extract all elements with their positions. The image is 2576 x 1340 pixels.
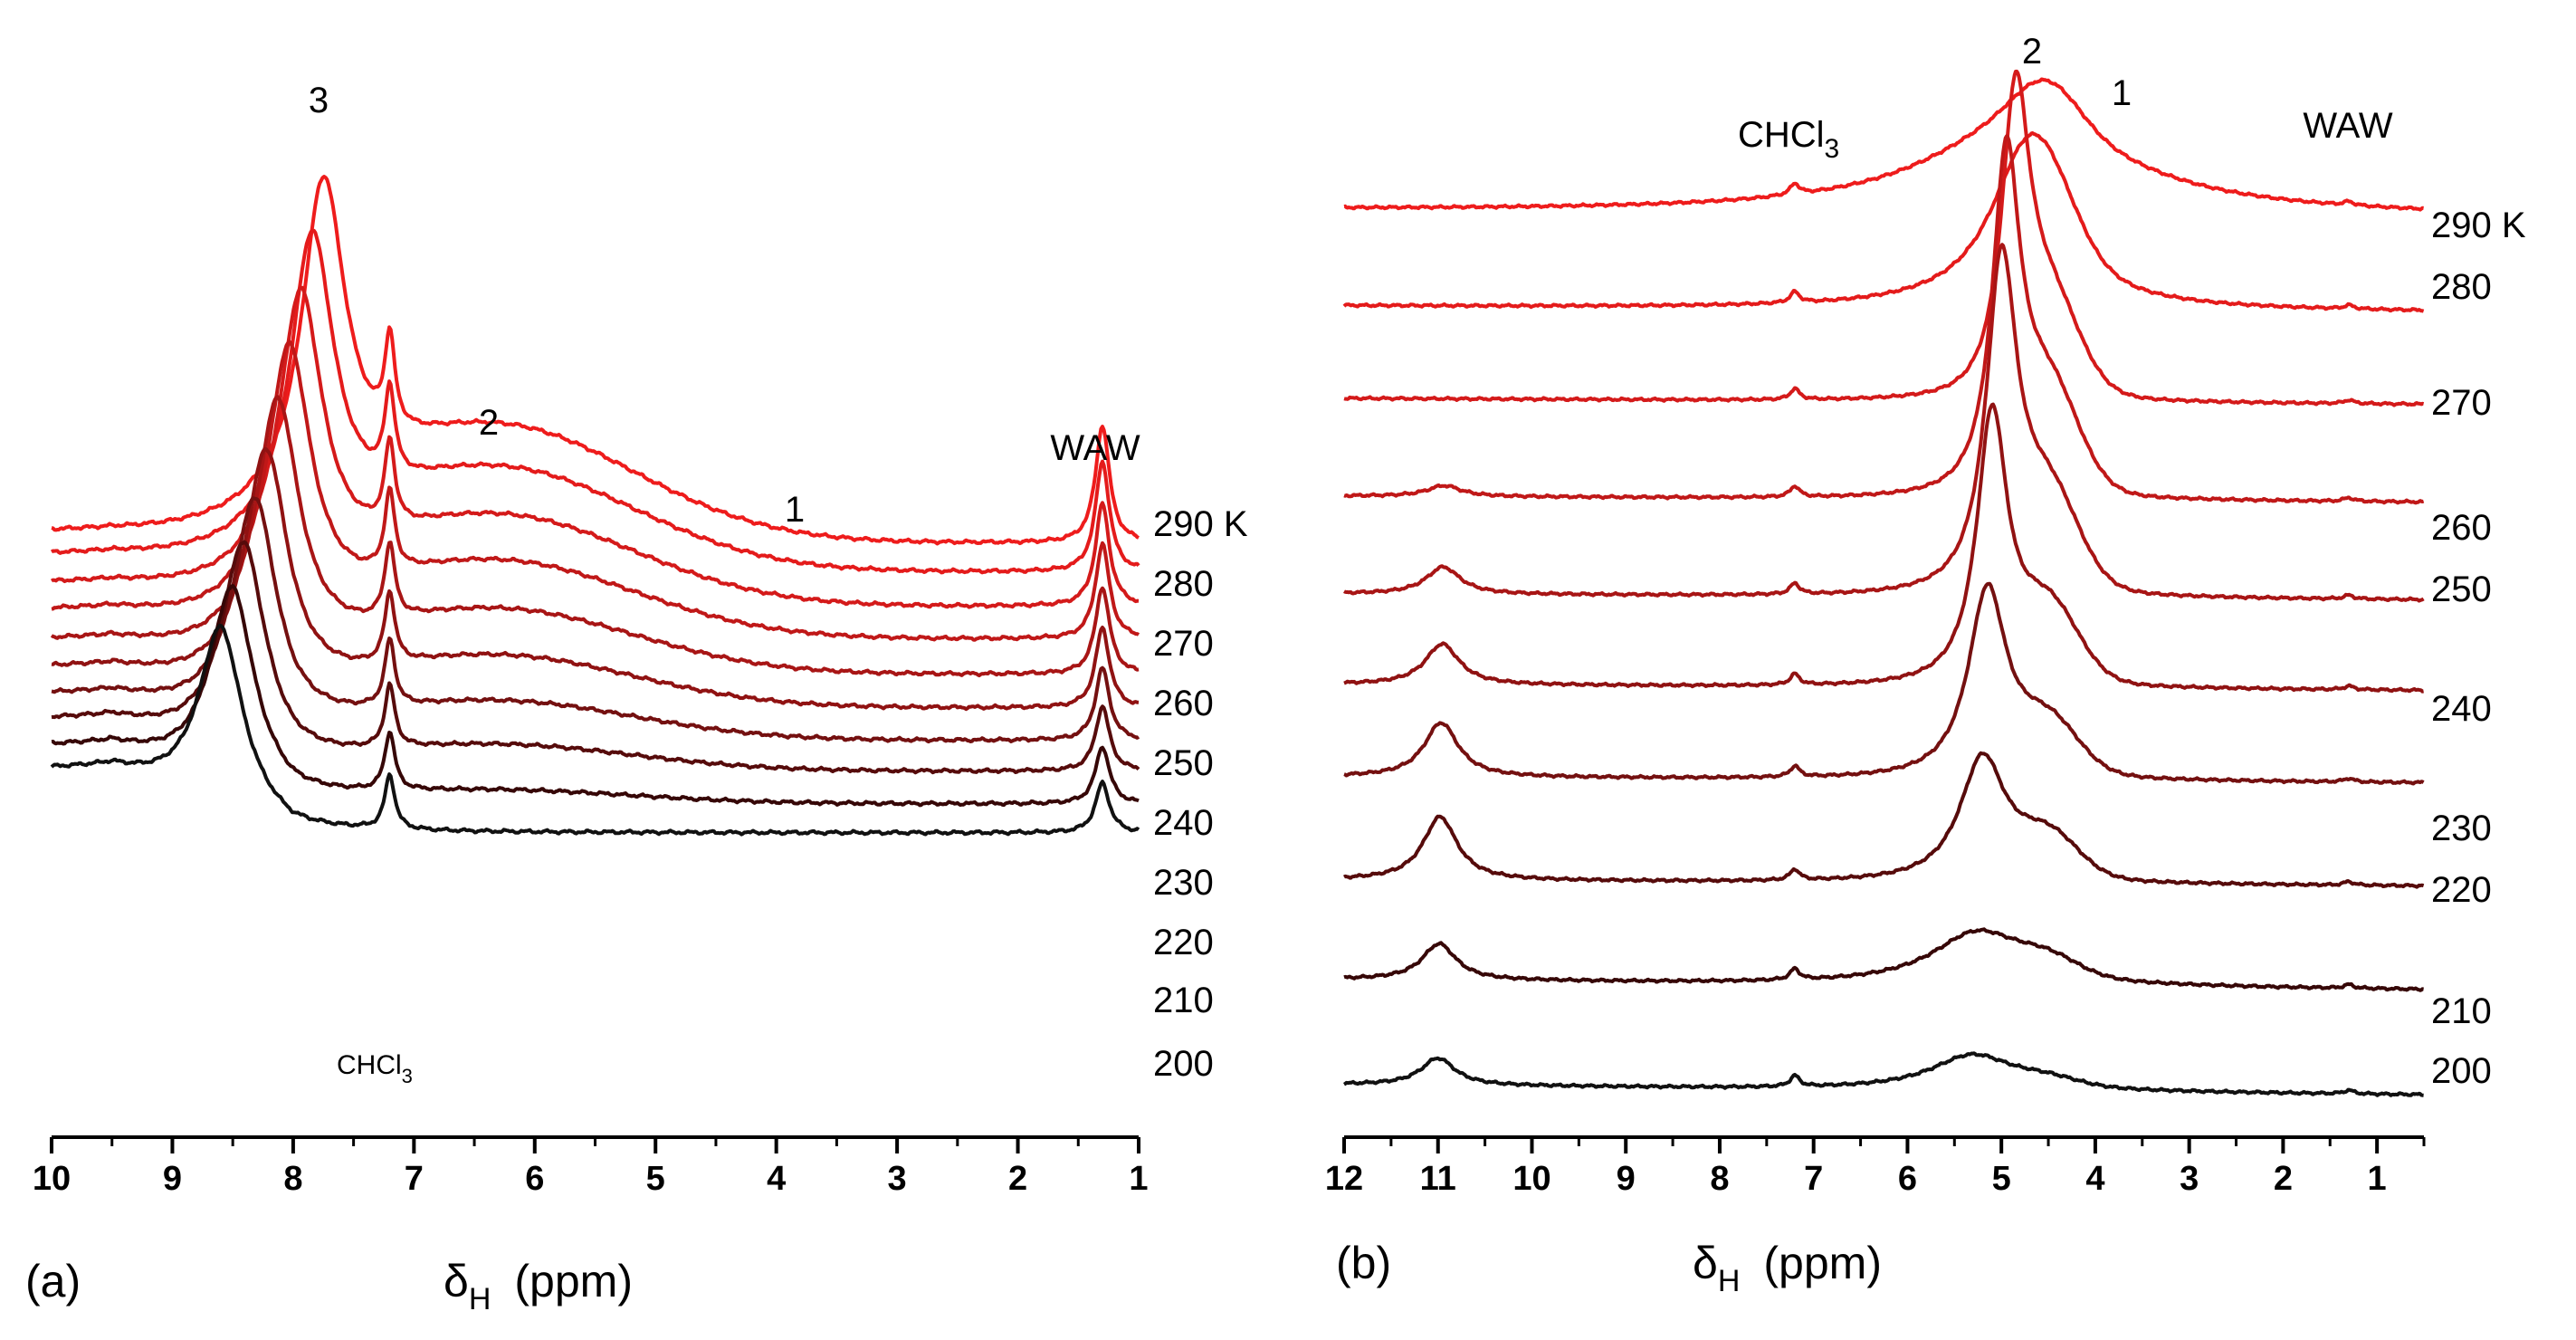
panel-a-x-axis — [50, 1135, 1140, 1153]
panel-a-tick-label: 9 — [163, 1160, 182, 1198]
panel-b-annotation-chcl3: CHCl3 — [1738, 115, 1839, 164]
panel-a-temp-label: 250 — [1153, 743, 1214, 783]
panel-b-spectrum-260k — [1343, 134, 2425, 505]
panel-a-tick-label: 1 — [1129, 1160, 1148, 1198]
panel-a-spectrum-280k — [50, 228, 1140, 575]
panel-b-tick-label: 12 — [1325, 1160, 1363, 1198]
panel-b-x-axis — [1342, 1135, 2426, 1153]
panel-a-spectra — [50, 175, 1140, 837]
panel-b-xlabel-unit: (ppm) — [1763, 1238, 1882, 1288]
panel-a-temp-label: 210 — [1153, 981, 1214, 1020]
panel-b-tick-label: 9 — [1617, 1160, 1636, 1198]
panel-b-tick-label: 6 — [1898, 1160, 1917, 1198]
panel-b-spectrum-200k — [1342, 1051, 2425, 1097]
panel-b-temp-label: 270 — [2431, 383, 2492, 423]
panel-b-tick-label: 4 — [2085, 1160, 2104, 1198]
panel-a-temp-label: 230 — [1153, 863, 1214, 903]
panel-b-spectrum-230k — [1343, 581, 2425, 786]
panel-a-temp-label: 240 — [1153, 803, 1214, 843]
panel-a: 10 9 8 7 6 5 4 3 2 1 290 K28027026025024023022021… — [25, 81, 1248, 1316]
panel-b-tick-label: 7 — [1804, 1160, 1823, 1198]
panel-b-tick-label: 3 — [2180, 1160, 2199, 1198]
panel-a-xlabel-unit: (ppm) — [514, 1256, 633, 1306]
panel-b-temp-label: 230 — [2431, 809, 2492, 848]
panel-b-tick-label: 1 — [2368, 1160, 2387, 1198]
panel-b-xlabel-delta: δ — [1693, 1238, 1718, 1288]
panel-b-temperature-labels: 290 K 280 270 260 250 240 230 220 210 200 — [2431, 206, 2526, 1091]
panel-b-tick-label: 8 — [1710, 1160, 1729, 1198]
panel-b-spectrum-280k — [1342, 131, 2425, 313]
panel-b-chcl3-sub: 3 — [1825, 134, 1840, 164]
panel-a-annotation-chcl3: CHCl3 — [337, 1050, 413, 1087]
panel-b-temp-label: 250 — [2431, 570, 2492, 609]
panel-b-annotation-peak-1: 1 — [2112, 73, 2132, 113]
panel-a-tick-label: 2 — [1008, 1160, 1027, 1198]
panel-a-spectrum-290k — [51, 175, 1140, 546]
panel-a-spectrum-200k — [50, 623, 1140, 837]
panel-b-chcl3-main: CHCl — [1738, 115, 1825, 155]
panel-a-spectrum-240k — [51, 446, 1140, 712]
panel-b-tick-labels: 12 11 10 9 8 7 6 5 4 3 2 1 — [1325, 1160, 2387, 1198]
panel-a-annotation-waw: WAW — [1050, 428, 1140, 468]
panel-b-temp-label: 260 — [2431, 508, 2492, 548]
panel-a-annotation-peak-3: 3 — [309, 81, 329, 120]
panel-b-panel-label: (b) — [1336, 1238, 1391, 1288]
panel-a-xlabel-sub: H — [469, 1282, 491, 1316]
panel-a-tick-label: 5 — [646, 1160, 665, 1198]
panel-a-annotation-peak-2: 2 — [479, 403, 499, 443]
panel-a-tick-label: 3 — [888, 1160, 907, 1198]
panel-b-tick-label: 10 — [1512, 1160, 1550, 1198]
panel-b-temp-label: 240 — [2431, 689, 2492, 729]
panel-b-spectrum-220k — [1342, 751, 2425, 889]
panel-b-spectrum-270k — [1343, 69, 2425, 407]
panel-a-tick-labels: 10 9 8 7 6 5 4 3 2 1 — [33, 1160, 1149, 1198]
panel-b-annotation-peak-2: 2 — [2022, 32, 2042, 72]
panel-a-annotation-peak-1: 1 — [785, 490, 805, 530]
panel-a-temperature-labels: 290 K 280 270 260 250 240 230 220 210 200 — [1153, 504, 1248, 1084]
panel-b-tick-label: 5 — [1992, 1160, 2011, 1198]
panel-b-x-axis-title: δH (ppm) — [1693, 1238, 1882, 1298]
panel-a-tick-label: 4 — [767, 1160, 786, 1198]
panel-a-temp-label: 260 — [1153, 684, 1214, 723]
panel-b-annotation-waw: WAW — [2303, 106, 2392, 146]
panel-b: 12 11 10 9 8 7 6 5 4 3 2 1 290 K2802702602502402302… — [1325, 32, 2526, 1298]
panel-a-tick-label: 7 — [405, 1160, 424, 1198]
panel-b-spectrum-250k — [1342, 243, 2425, 603]
panel-a-temp-label: 280 — [1153, 564, 1214, 604]
panel-a-panel-label: (a) — [25, 1256, 81, 1306]
panel-b-spectrum-210k — [1343, 927, 2425, 992]
panel-a-xlabel-delta: δ — [444, 1256, 469, 1306]
panel-b-temp-label: 210 — [2431, 991, 2492, 1031]
panel-a-tick-label: 6 — [525, 1160, 544, 1198]
panel-a-tick-label: 10 — [33, 1160, 71, 1198]
panel-b-spectra — [1342, 69, 2425, 1097]
panel-b-spectrum-240k — [1343, 402, 2425, 694]
panel-b-temp-label: 220 — [2431, 870, 2492, 910]
panel-a-spectrum-220k — [51, 540, 1140, 775]
panel-b-xlabel-sub: H — [1718, 1264, 1741, 1298]
panel-b-temp-label: 200 — [2431, 1051, 2492, 1091]
panel-b-tick-label: 11 — [1420, 1160, 1456, 1198]
panel-a-tick-label: 8 — [283, 1160, 302, 1198]
panel-a-spectrum-210k — [51, 584, 1140, 808]
panel-a-temp-label: 270 — [1153, 624, 1214, 664]
panel-b-spectrum-290k — [1343, 77, 2425, 212]
panel-a-spectrum-270k — [50, 285, 1140, 609]
panel-b-temp-label: 280 — [2431, 267, 2492, 307]
panel-a-x-axis-title: δH (ppm) — [444, 1256, 633, 1316]
panel-a-chcl3-sub: 3 — [402, 1065, 413, 1087]
panel-b-temp-label: 290 K — [2431, 206, 2526, 245]
panel-b-tick-label: 2 — [2274, 1160, 2293, 1198]
panel-a-temp-label: 200 — [1153, 1044, 1214, 1084]
panel-a-temp-label: 290 K — [1153, 504, 1248, 544]
panel-a-temp-label: 220 — [1153, 923, 1214, 962]
panel-a-chcl3-main: CHCl — [337, 1050, 402, 1080]
